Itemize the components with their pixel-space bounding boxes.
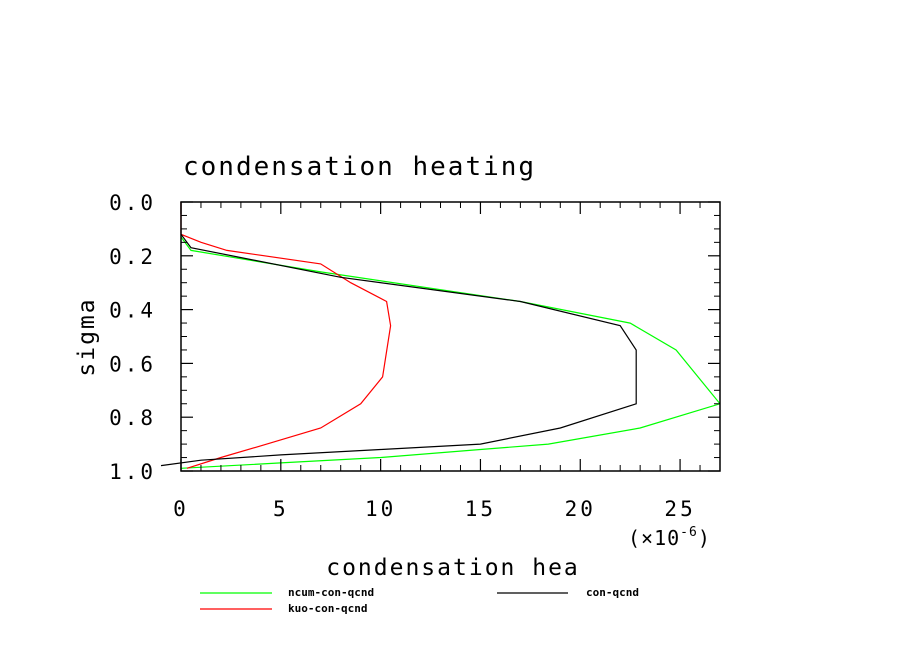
series-line-ncum-con-qcnd — [180, 236, 720, 469]
x-axis-multiplier: (×10-6) — [628, 525, 711, 550]
x-tick-label: 20 — [565, 497, 596, 521]
y-tick-label: 1.0 — [109, 460, 156, 484]
legend: ncum-con-qcnd kuo-con-qcnd con-qcnd — [200, 586, 639, 615]
series-group — [160, 202, 720, 469]
y-tick-label: 0.0 — [109, 191, 156, 215]
x-axis-label: condensation hea — [326, 555, 580, 581]
x-tick-label: 10 — [365, 497, 396, 521]
y-tick-label: 0.6 — [109, 352, 156, 376]
y-tick-label: 0.2 — [109, 245, 156, 269]
legend-label-ncum-con-qcnd: ncum-con-qcnd — [288, 586, 374, 599]
y-tick-label: 0.4 — [109, 299, 156, 323]
plot-frame — [180, 201, 721, 472]
series-line-kuo-con-qcnd — [180, 202, 392, 469]
y-axis-label: sigma — [74, 297, 100, 376]
series-line-con-qcnd — [160, 233, 637, 467]
x-tick-label: 15 — [465, 497, 496, 521]
multiplier-exponent: -6 — [680, 525, 698, 540]
multiplier-suffix: ) — [698, 526, 711, 550]
chart-title: condensation heating — [183, 152, 536, 182]
y-tick-label: 0.8 — [109, 406, 156, 430]
legend-label-kuo-con-qcnd: kuo-con-qcnd — [288, 602, 367, 615]
multiplier-prefix: (×10 — [628, 526, 680, 550]
legend-label-con-qcnd: con-qcnd — [586, 586, 639, 599]
x-tick-label: 25 — [664, 497, 695, 521]
x-tick-label: 0 — [173, 497, 189, 521]
x-tick-label: 5 — [273, 497, 289, 521]
ticks-group: 0 5 10 15 20 25 0.0 0.2 0.4 0.6 0.8 1.0 — [109, 191, 721, 521]
